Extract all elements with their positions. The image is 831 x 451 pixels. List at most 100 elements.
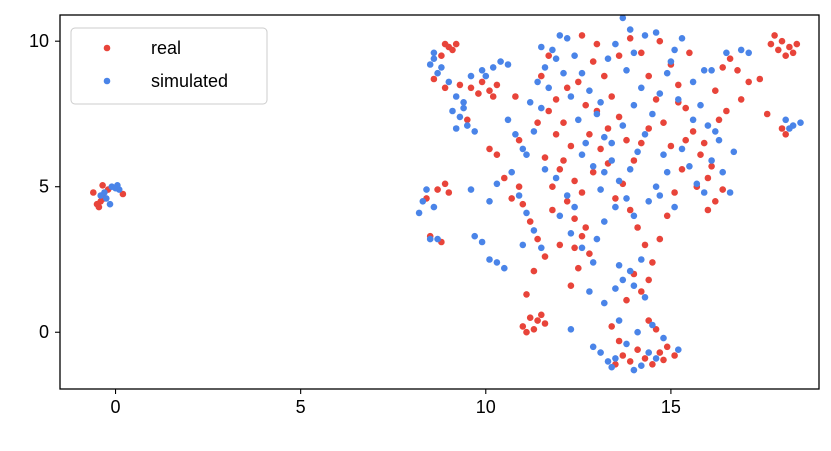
real-point bbox=[434, 186, 441, 193]
real-point bbox=[538, 72, 545, 80]
simulated-point bbox=[530, 128, 538, 135]
simulated-point bbox=[549, 46, 556, 54]
simulated-point bbox=[419, 198, 427, 205]
simulated-point bbox=[593, 235, 601, 243]
y-tick-label: 5 bbox=[39, 177, 49, 197]
real-point bbox=[630, 157, 638, 164]
real-point bbox=[515, 136, 523, 144]
real-point bbox=[645, 72, 652, 80]
simulated-point bbox=[504, 116, 512, 124]
real-point bbox=[623, 296, 630, 304]
simulated-point bbox=[593, 110, 601, 118]
real-point bbox=[597, 145, 604, 153]
real-point bbox=[663, 343, 671, 351]
x-tick-label: 0 bbox=[111, 397, 121, 417]
simulated-point bbox=[597, 349, 604, 356]
real-point bbox=[563, 84, 571, 92]
real-point bbox=[626, 206, 634, 214]
simulated-point bbox=[615, 317, 623, 324]
real-point bbox=[478, 78, 486, 86]
real-point bbox=[712, 198, 719, 205]
simulated-point bbox=[538, 43, 545, 51]
real-point bbox=[441, 180, 449, 188]
simulated-point bbox=[563, 192, 571, 199]
real-point bbox=[682, 104, 689, 112]
real-point bbox=[515, 183, 523, 190]
simulated-point bbox=[471, 232, 479, 240]
simulated-point bbox=[608, 363, 615, 371]
simulated-point bbox=[501, 264, 508, 272]
simulated-point bbox=[652, 355, 660, 362]
simulated-point bbox=[97, 192, 104, 199]
simulated-point bbox=[434, 235, 441, 243]
simulated-point bbox=[434, 69, 441, 77]
simulated-point bbox=[612, 355, 619, 362]
simulated-point bbox=[737, 46, 745, 54]
real-point bbox=[586, 250, 593, 257]
legend-label-simulated: simulated bbox=[151, 71, 228, 91]
real-point bbox=[775, 46, 782, 54]
simulated-point bbox=[782, 116, 789, 124]
simulated-point bbox=[638, 362, 645, 370]
simulated-point bbox=[730, 148, 738, 156]
real-point bbox=[719, 64, 726, 71]
simulated-point bbox=[708, 157, 715, 164]
real-point bbox=[575, 264, 582, 272]
simulated-point bbox=[464, 122, 471, 129]
real-point bbox=[493, 81, 501, 89]
simulated-point bbox=[589, 163, 597, 170]
simulated-point bbox=[519, 145, 527, 153]
simulated-point bbox=[697, 101, 704, 109]
simulated-point bbox=[523, 209, 530, 217]
real-point bbox=[530, 267, 538, 275]
real-point bbox=[604, 125, 612, 132]
simulated-point bbox=[712, 128, 719, 135]
simulated-point bbox=[486, 198, 493, 205]
simulated-point bbox=[708, 67, 715, 74]
real-point bbox=[652, 96, 660, 103]
simulated-point bbox=[504, 61, 512, 68]
real-point bbox=[541, 253, 549, 260]
simulated-point bbox=[426, 235, 434, 243]
simulated-point bbox=[797, 119, 804, 126]
simulated-point bbox=[467, 186, 475, 193]
real-point bbox=[737, 96, 745, 103]
real-point bbox=[782, 131, 789, 138]
simulated-point bbox=[608, 157, 615, 164]
simulated-point bbox=[541, 64, 549, 71]
real-point bbox=[486, 145, 493, 153]
legend-marker-simulated bbox=[103, 77, 111, 85]
simulated-point bbox=[641, 294, 649, 301]
real-point bbox=[663, 212, 671, 220]
real-point bbox=[726, 55, 734, 62]
legend-box bbox=[70, 27, 268, 105]
simulated-point bbox=[415, 209, 423, 217]
real-point bbox=[634, 346, 641, 354]
real-point bbox=[771, 32, 778, 39]
real-point bbox=[608, 93, 615, 100]
real-point bbox=[556, 241, 564, 249]
x-tick-label: 5 bbox=[296, 397, 306, 417]
simulated-point bbox=[700, 67, 708, 74]
real-point bbox=[763, 110, 771, 118]
simulated-point bbox=[526, 99, 534, 106]
simulated-point bbox=[449, 107, 456, 115]
simulated-point bbox=[556, 212, 564, 220]
real-point bbox=[649, 361, 656, 368]
x-tick-label: 15 bbox=[661, 397, 681, 417]
simulated-point bbox=[612, 285, 619, 292]
real-point bbox=[793, 40, 801, 48]
y-tick-label: 0 bbox=[39, 322, 49, 342]
real-point bbox=[638, 49, 645, 57]
simulated-point bbox=[723, 49, 730, 57]
simulated-point bbox=[700, 189, 708, 196]
simulated-point bbox=[452, 125, 460, 132]
real-point bbox=[638, 139, 645, 147]
real-point bbox=[512, 93, 519, 100]
real-point bbox=[649, 259, 656, 266]
real-point bbox=[700, 139, 708, 147]
real-point bbox=[501, 174, 508, 182]
real-point bbox=[489, 93, 497, 100]
real-point bbox=[656, 235, 664, 243]
